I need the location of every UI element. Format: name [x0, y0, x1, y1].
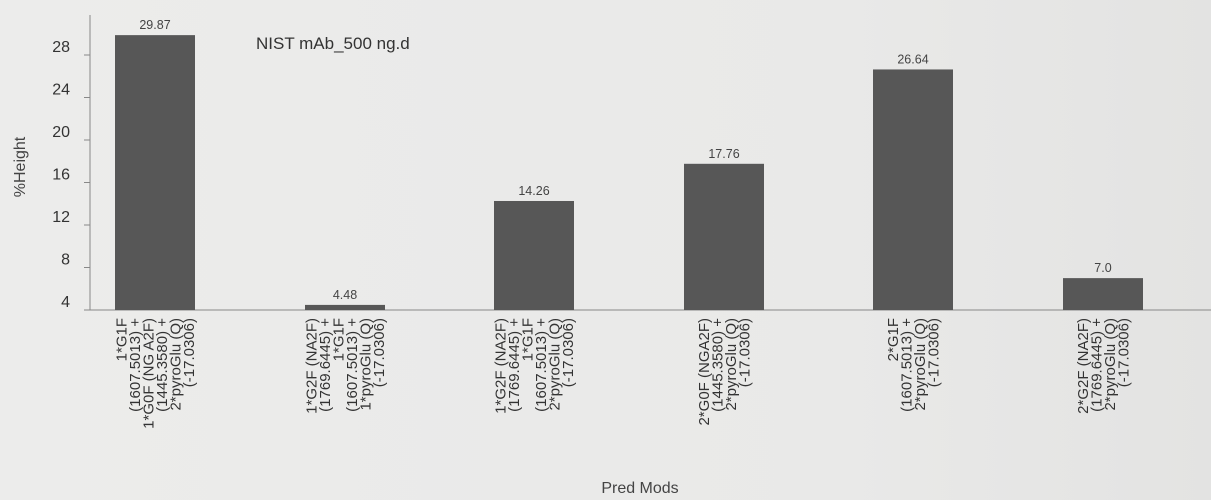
- category-label: 1*G2F (NA2F)(1769.6445) +1*G1F(1607.5013…: [492, 318, 577, 414]
- y-tick-label: 12: [52, 209, 70, 226]
- category-label: 1*G1F(1607.5013) +1*G0F (NG A2F)(1445.35…: [113, 318, 198, 429]
- category-label-line: (-17.0306): [1115, 318, 1132, 387]
- category-label: 1*G2F (NA2F)(1769.6445) +1*G1F(1607.5013…: [303, 318, 388, 414]
- category-label-line: 1*G1F: [113, 318, 130, 361]
- category-label-line: 2*pyroGlu (Q): [912, 318, 929, 411]
- category-label-line: (1445.3580) +: [154, 318, 171, 412]
- category-label-line: (1607.5013) +: [898, 318, 915, 412]
- category-label-line: 1*G2F (NA2F): [492, 318, 509, 414]
- bar: [684, 163, 764, 310]
- labels: 29.874.4814.2617.7626.647.01*G1F(1607.50…: [113, 18, 1132, 429]
- category-label: 2*G2F (NA2F)(1769.6445) +2*pyroGlu (Q)(-…: [1075, 318, 1133, 414]
- bar: [873, 69, 953, 310]
- data-label: 14.26: [518, 184, 549, 198]
- data-label: 4.48: [333, 288, 357, 302]
- y-tick-label: 16: [52, 167, 70, 184]
- bar: [494, 200, 574, 310]
- category-label-line: (1769.6445) +: [317, 318, 334, 412]
- category-label-line: (-17.0306): [371, 318, 388, 387]
- category-label-line: 1*G1F: [330, 318, 347, 361]
- category-label-line: (-17.0306): [736, 318, 753, 387]
- category-label-line: 1*G0F (NG A2F): [140, 318, 157, 429]
- chart-title: NIST mAb_500 ng.d: [256, 34, 410, 53]
- data-label: 7.0: [1094, 261, 1111, 275]
- category-label-line: (-17.0306): [560, 318, 577, 387]
- category-label-line: (-17.0306): [181, 318, 198, 387]
- category-label-line: 1*G2F (NA2F): [303, 318, 320, 414]
- category-label-line: 2*pyroGlu (Q): [167, 318, 184, 411]
- category-label: 2*G1F(1607.5013) +2*pyroGlu (Q)(-17.0306…: [885, 318, 943, 412]
- category-label-line: 2*pyroGlu (Q): [1102, 318, 1119, 411]
- category-label-line: (1769.6445) +: [506, 318, 523, 412]
- y-tick-label: 28: [52, 39, 70, 56]
- y-tick-label: 8: [61, 252, 70, 269]
- category-label-line: 2*G2F (NA2F): [1075, 318, 1092, 414]
- category-label-line: (1607.5013) +: [533, 318, 550, 412]
- category-label-line: 2*G0F (NGA2F): [696, 318, 713, 426]
- category-label-line: 1*G1F: [519, 318, 536, 361]
- bar: [115, 35, 195, 310]
- category-label-line: 2*pyroGlu (Q): [723, 318, 740, 411]
- category-label-line: (1607.5013) +: [344, 318, 361, 412]
- x-axis-title: Pred Mods: [601, 480, 678, 497]
- category-label-line: (1445.3580) +: [709, 318, 726, 412]
- bars: [115, 35, 1143, 310]
- category-label-line: 2*G1F: [885, 318, 902, 361]
- category-label-line: (-17.0306): [925, 318, 942, 387]
- bar: [305, 304, 385, 310]
- category-label-line: (1607.5013) +: [127, 318, 144, 412]
- y-tick-label: 20: [52, 124, 70, 141]
- y-axis-title: %Height: [12, 136, 29, 197]
- category-label: 2*G0F (NGA2F)(1445.3580) +2*pyroGlu (Q)(…: [696, 318, 754, 426]
- y-tick-label: 4: [61, 294, 70, 311]
- data-label: 26.64: [897, 52, 928, 66]
- y-tick-label: 24: [52, 82, 70, 99]
- data-label: 29.87: [139, 18, 170, 32]
- data-label: 17.76: [708, 147, 739, 161]
- category-label-line: 2*pyroGlu (Q): [546, 318, 563, 411]
- category-label-line: 1*pyroGlu (Q): [357, 318, 374, 411]
- category-label-line: (1769.6445) +: [1088, 318, 1105, 412]
- bar: [1063, 278, 1143, 310]
- axes: 4 8 12 16 20 24 28: [52, 15, 1211, 311]
